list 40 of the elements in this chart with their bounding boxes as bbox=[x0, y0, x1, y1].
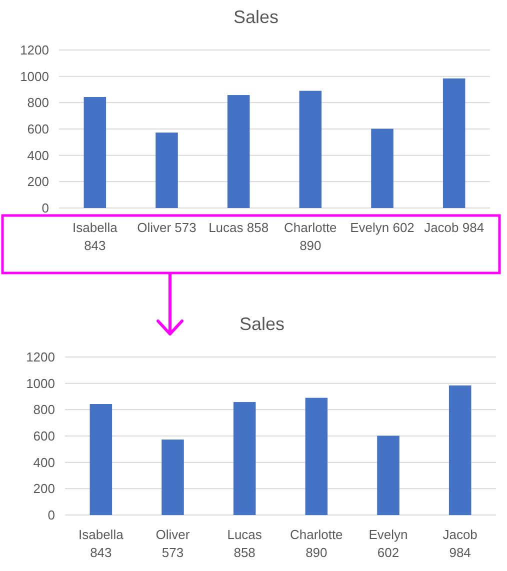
x-tick-label: Jacob 984 bbox=[424, 220, 484, 235]
chart-title: Sales bbox=[239, 314, 285, 334]
x-tick-label: Evelyn 602 bbox=[350, 220, 414, 235]
bar bbox=[442, 78, 466, 208]
y-tick-label: 800 bbox=[27, 95, 49, 110]
x-tick-label: Oliver 573 bbox=[137, 220, 196, 235]
x-tick-label: Charlotte 890 bbox=[284, 220, 337, 253]
y-tick-label: 0 bbox=[42, 200, 49, 216]
bar bbox=[90, 404, 112, 515]
y-tick-label: 1000 bbox=[20, 68, 49, 84]
bar bbox=[299, 90, 322, 208]
y-tick-label: 600 bbox=[27, 122, 49, 137]
y-tick-label: 400 bbox=[27, 148, 49, 163]
chart-title: Sales bbox=[233, 7, 279, 27]
bar bbox=[371, 128, 394, 208]
y-tick-label: 200 bbox=[27, 174, 49, 190]
x-tick-label: Isabella 843 bbox=[72, 220, 118, 253]
x-tick-label: Evelyn 602 bbox=[368, 527, 408, 560]
y-tick-label: 1200 bbox=[20, 42, 49, 58]
x-tick-label: Oliver 573 bbox=[156, 527, 190, 560]
x-tick-label: Isabella 843 bbox=[78, 527, 124, 560]
bar bbox=[448, 385, 472, 515]
y-tick-label: 800 bbox=[33, 402, 55, 418]
bar bbox=[233, 402, 256, 515]
x-tick-label: Lucas 858 bbox=[227, 527, 262, 560]
y-tick-label: 400 bbox=[33, 454, 55, 470]
bar bbox=[305, 398, 328, 515]
x-tick-label: Charlotte 890 bbox=[290, 527, 343, 560]
bar bbox=[84, 97, 106, 208]
bar bbox=[377, 436, 400, 515]
y-tick-label: 600 bbox=[33, 428, 55, 444]
bar bbox=[227, 95, 250, 208]
y-tick-label: 0 bbox=[48, 508, 55, 523]
y-tick-label: 1200 bbox=[26, 350, 55, 365]
x-tick-label: Jacob 984 bbox=[442, 527, 478, 560]
x-tick-label: Lucas 858 bbox=[208, 220, 269, 235]
bar bbox=[162, 440, 184, 515]
bar bbox=[156, 132, 178, 208]
y-tick-label: 1000 bbox=[26, 376, 55, 391]
y-tick-label: 200 bbox=[33, 481, 55, 496]
